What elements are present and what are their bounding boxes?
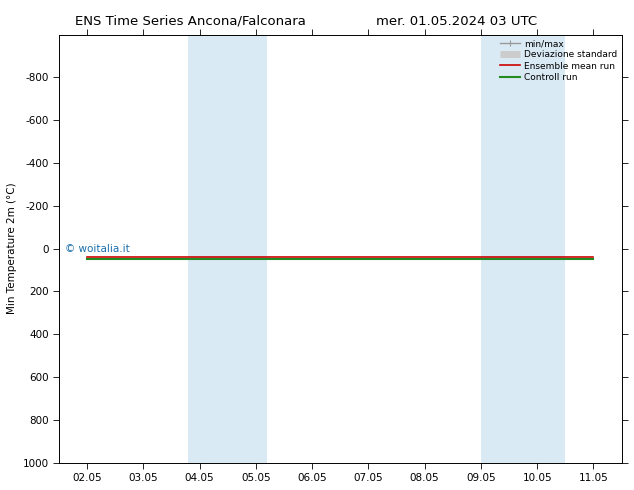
Bar [188,35,267,463]
Title: ENS Time Series Ancona/Falconara      mer. 01.05.2024 03 UTC: ENS Time Series Ancona/Falconara mer. 01… [0,489,1,490]
Text: © woitalia.it: © woitalia.it [65,244,129,254]
Text: ENS Time Series Ancona/Falconara: ENS Time Series Ancona/Falconara [75,15,306,28]
Y-axis label: Min Temperature 2m (°C): Min Temperature 2m (°C) [7,183,17,315]
Text: mer. 01.05.2024 03 UTC: mer. 01.05.2024 03 UTC [376,15,537,28]
Legend: min/max, Deviazione standard, Ensemble mean run, Controll run: min/max, Deviazione standard, Ensemble m… [500,39,617,82]
Bar [481,35,566,463]
